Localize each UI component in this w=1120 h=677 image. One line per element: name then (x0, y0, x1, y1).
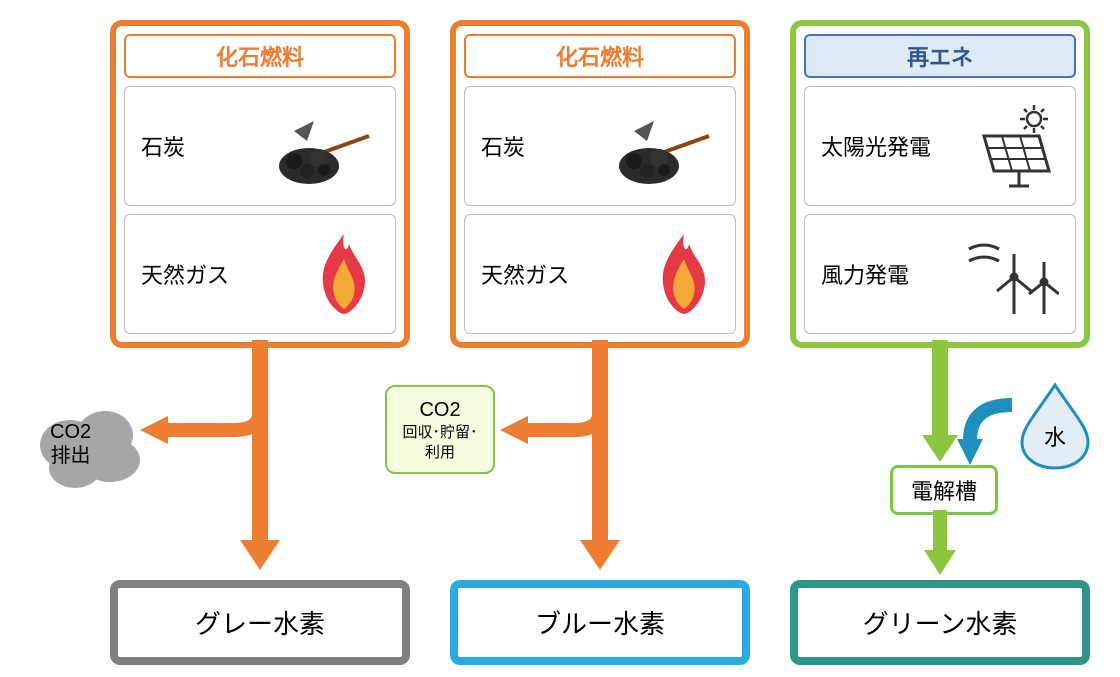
result-blue: ブルー水素 (450, 580, 750, 665)
panel-fossil-1: 化石燃料 石炭 天然ガス (110, 20, 410, 348)
panel-header-2: 化石燃料 (464, 34, 736, 78)
item-label: 風力発電 (821, 258, 909, 290)
ccs-line1: CO2 (391, 397, 489, 423)
result-green: グリーン水素 (790, 580, 1090, 665)
co2-cloud: CO2 排出 (30, 390, 150, 490)
cloud-line2: 排出 (50, 444, 91, 468)
item-label: 石炭 (481, 130, 525, 162)
item-coal-1: 石炭 (124, 86, 396, 206)
panel-fossil-2: 化石燃料 石炭 天然ガス (450, 20, 750, 348)
column-grey: 化石燃料 石炭 天然ガス (110, 20, 410, 348)
electrolysis-box: 電解槽 (890, 465, 998, 515)
panel-header-1: 化石燃料 (124, 34, 396, 78)
item-gas-1: 天然ガス (124, 214, 396, 334)
arrow-col3-bottom (790, 510, 1090, 580)
column-green: 再エネ 太陽光発電 風力発電 (790, 20, 1090, 348)
cloud-line1: CO2 (50, 420, 91, 444)
ccs-line3: 利用 (391, 443, 489, 463)
flame-icon (309, 229, 379, 319)
wind-icon (959, 229, 1059, 319)
ccs-box: CO2 回収･貯留･ 利用 (385, 385, 495, 474)
item-wind: 風力発電 (804, 214, 1076, 334)
arrow-col2 (450, 340, 750, 580)
arrow-col1 (110, 340, 410, 580)
item-label: 石炭 (141, 130, 185, 162)
result-grey: グレー水素 (110, 580, 410, 665)
item-coal-2: 石炭 (464, 86, 736, 206)
item-solar: 太陽光発電 (804, 86, 1076, 206)
water-arrow (950, 395, 1030, 475)
solar-icon (969, 101, 1059, 191)
item-gas-2: 天然ガス (464, 214, 736, 334)
panel-header-3: 再エネ (804, 34, 1076, 78)
column-blue: 化石燃料 石炭 天然ガス (450, 20, 750, 348)
coal-icon (269, 106, 379, 186)
item-label: 天然ガス (481, 258, 569, 290)
item-label: 太陽光発電 (821, 130, 931, 162)
ccs-line2: 回収･貯留･ (391, 423, 489, 443)
coal-icon (609, 106, 719, 186)
item-label: 天然ガス (141, 258, 229, 290)
panel-renewable: 再エネ 太陽光発電 風力発電 (790, 20, 1090, 348)
flame-icon (649, 229, 719, 319)
